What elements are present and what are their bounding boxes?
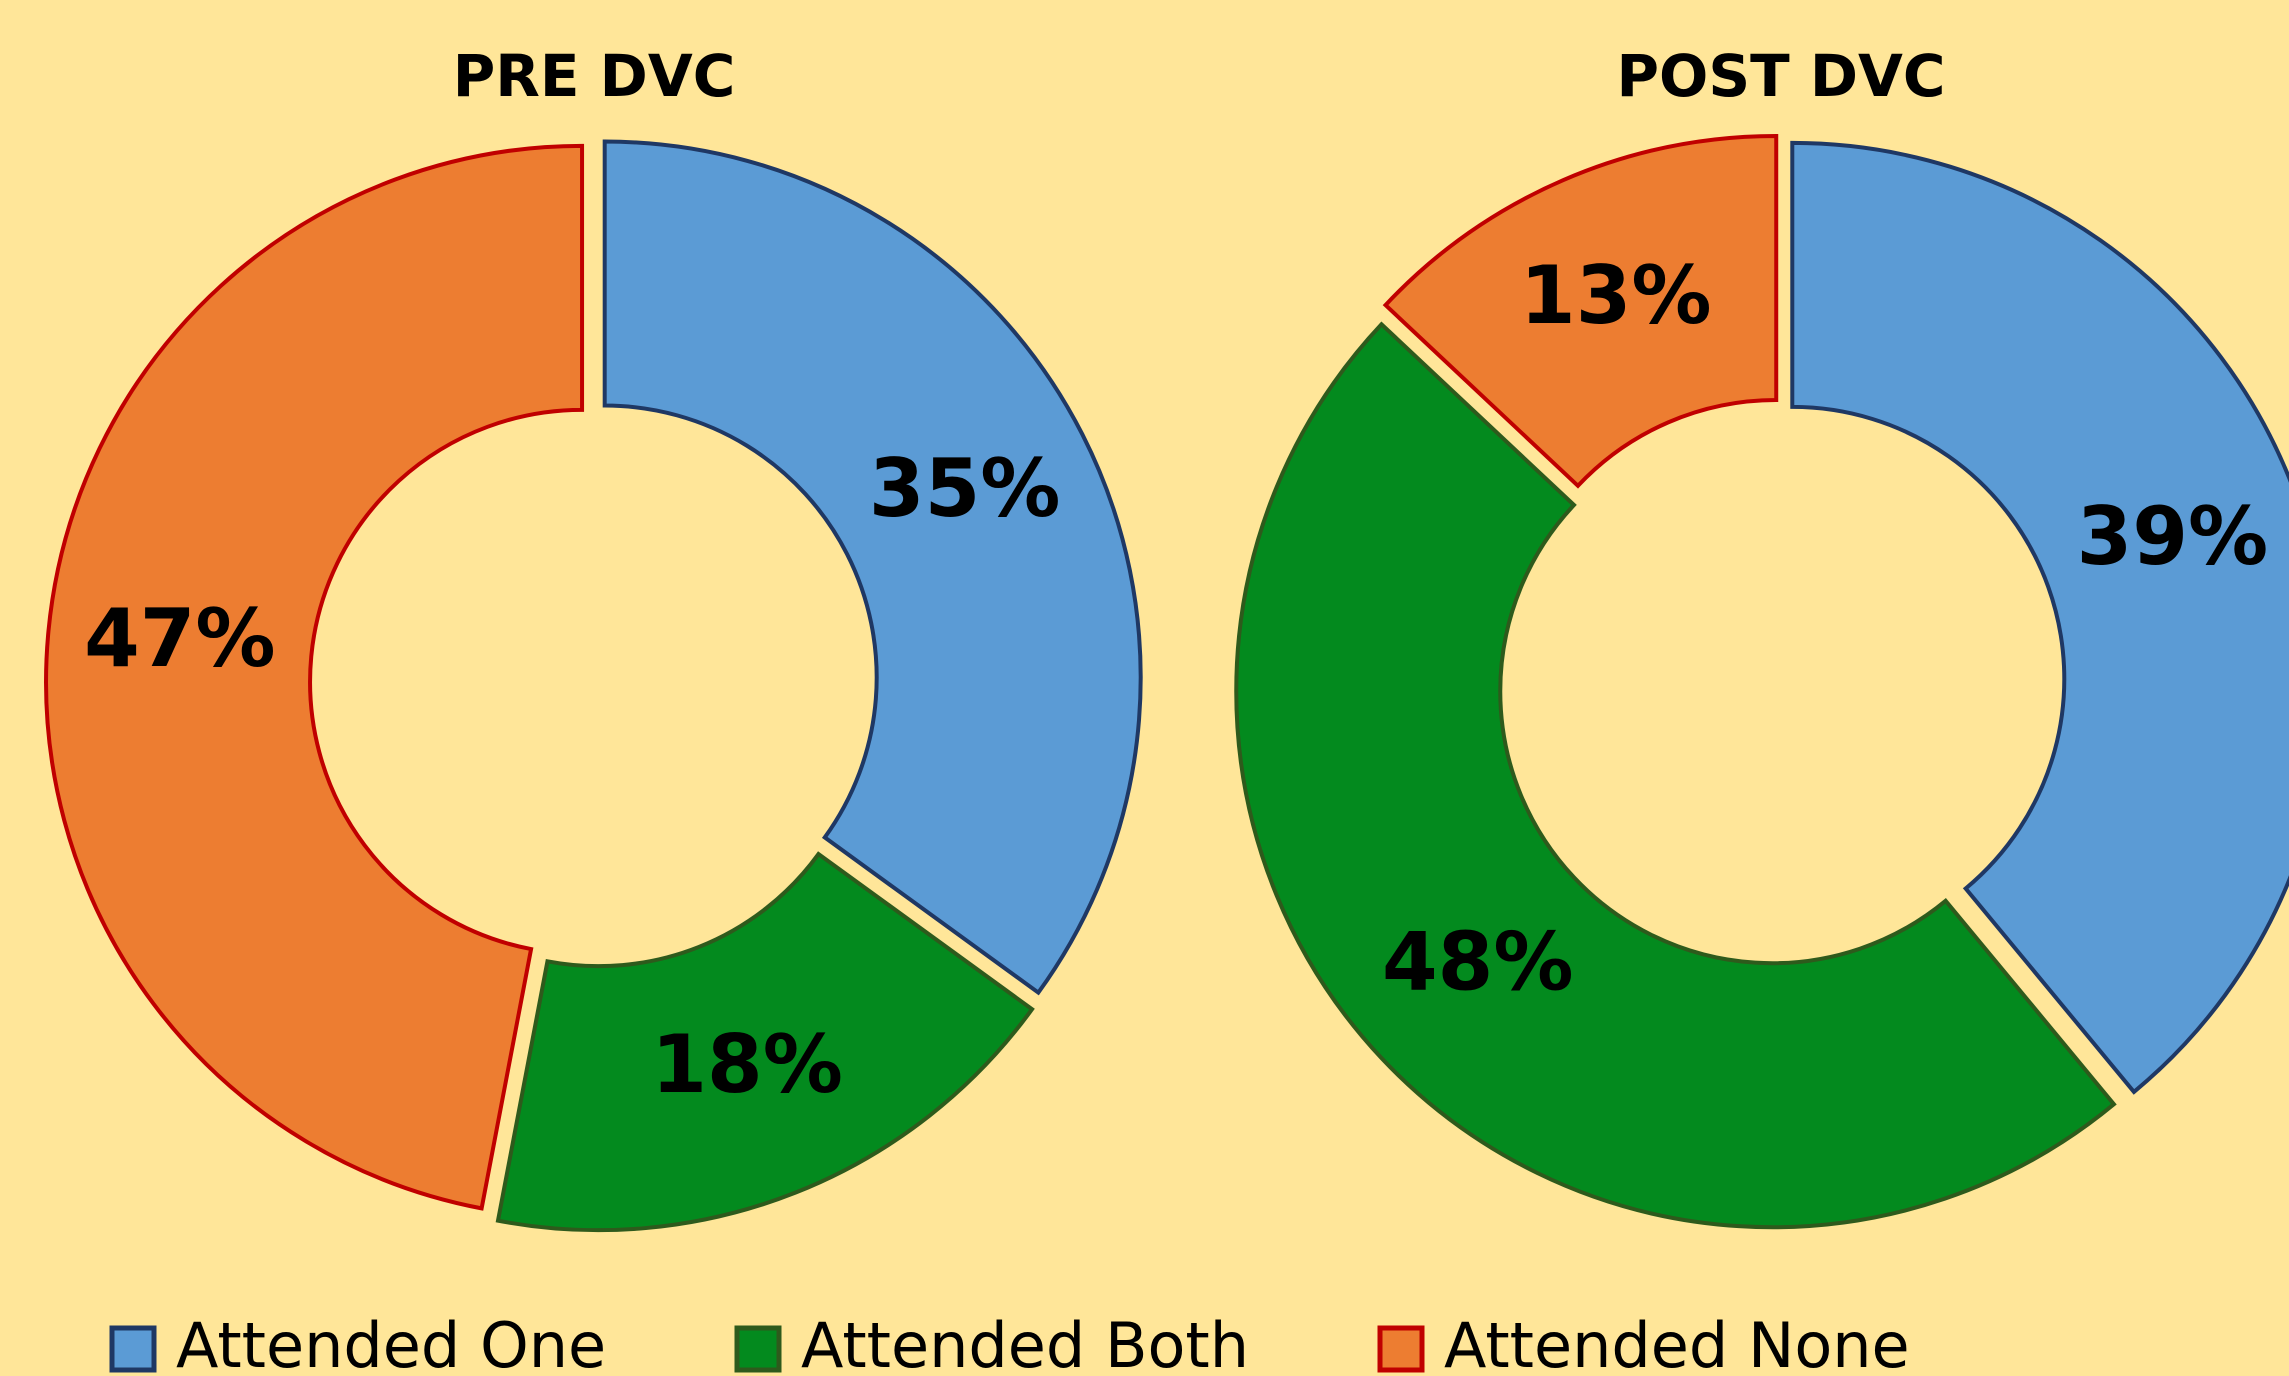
chart-title: POST DVC bbox=[1617, 42, 1946, 110]
data-label: 48% bbox=[1382, 916, 1573, 1009]
legend-label: Attended None bbox=[1444, 1309, 1910, 1376]
donut-segment bbox=[602, 139, 1143, 996]
donut-segment bbox=[44, 143, 585, 1211]
data-label: 35% bbox=[869, 442, 1060, 535]
donut-segment bbox=[1790, 140, 2289, 1095]
data-label: 39% bbox=[2077, 490, 2268, 583]
donut-segment bbox=[495, 851, 1035, 1233]
data-label: 18% bbox=[651, 1018, 842, 1111]
legend-label: Attended Both bbox=[801, 1309, 1249, 1376]
donut-segment bbox=[1234, 321, 2117, 1230]
legend-swatch bbox=[109, 1325, 157, 1373]
chart-title: PRE DVC bbox=[453, 42, 736, 110]
legend-swatch bbox=[1377, 1325, 1425, 1373]
legend-label: Attended One bbox=[176, 1309, 606, 1376]
data-label: 13% bbox=[1520, 249, 1711, 342]
donut-segment bbox=[1382, 133, 1779, 489]
legend-swatch bbox=[734, 1325, 782, 1373]
data-label: 47% bbox=[84, 592, 275, 685]
